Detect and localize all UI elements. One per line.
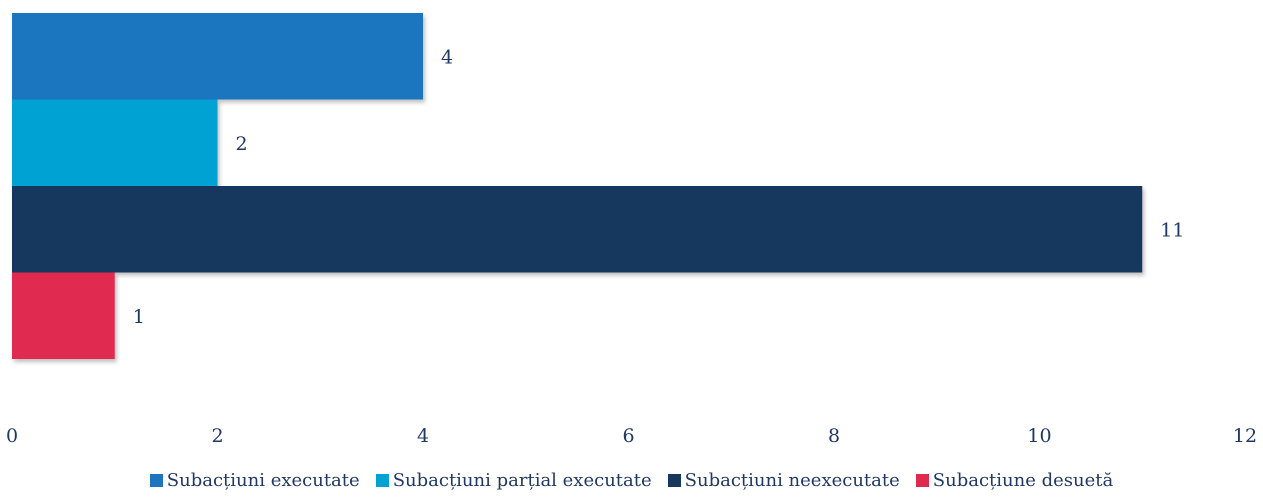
bar-value-label: 2	[236, 133, 248, 155]
legend-item: Subacțiuni executate	[149, 470, 360, 491]
legend-swatch	[149, 474, 163, 487]
x-tick-label: 12	[1233, 425, 1257, 447]
x-tick-label: 8	[828, 425, 840, 447]
bar-value-label: 11	[1160, 219, 1184, 241]
legend-item: Subacțiune desuetă	[915, 470, 1114, 491]
x-tick-label: 6	[622, 425, 634, 447]
legend-item: Subacțiuni neexecutate	[667, 470, 900, 491]
chart-legend: Subacțiuni executate Subacțiuni parțial e…	[0, 470, 1263, 491]
bar-4	[12, 272, 115, 359]
legend-item: Subacțiuni parțial executate	[375, 470, 652, 491]
legend-label: Subacțiune desuetă	[932, 470, 1114, 491]
bar-1	[12, 13, 423, 100]
bar-3	[12, 186, 1143, 273]
x-tick-label: 2	[211, 425, 223, 447]
legend-swatch	[667, 474, 681, 487]
legend-swatch	[915, 474, 929, 487]
legend-label: Subacțiuni neexecutate	[684, 470, 900, 491]
legend-label: Subacțiuni parțial executate	[392, 470, 652, 491]
x-tick-label: 0	[6, 425, 18, 447]
legend-swatch	[375, 474, 389, 487]
x-tick-label: 10	[1027, 425, 1051, 447]
bar-value-label: 4	[441, 46, 453, 68]
bar-2	[12, 99, 218, 186]
legend-label: Subacțiuni executate	[166, 470, 360, 491]
bar-value-label: 1	[133, 306, 145, 328]
x-tick-label: 4	[417, 425, 429, 447]
